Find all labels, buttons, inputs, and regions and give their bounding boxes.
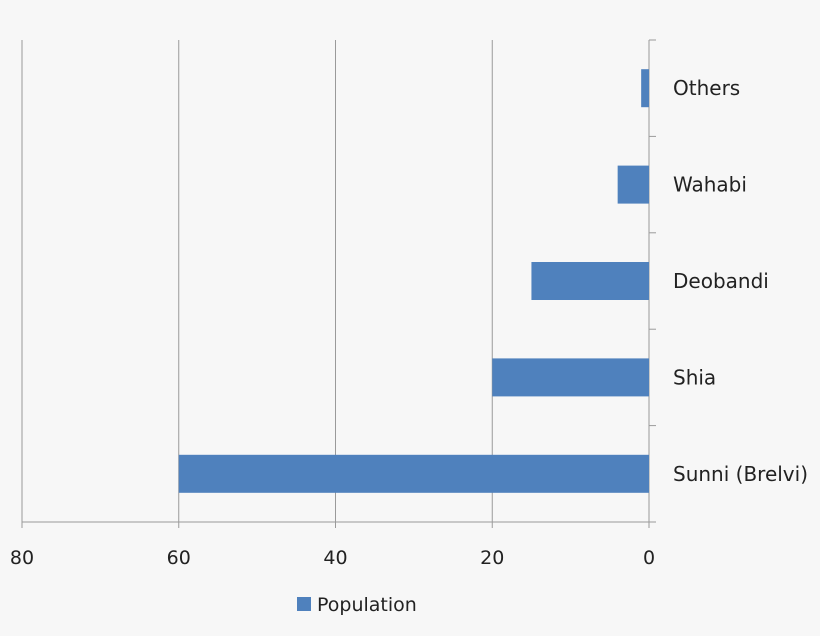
category-label: Deobandi [673,269,769,293]
x-tick-label: 20 [480,547,504,569]
category-label: Shia [673,365,716,389]
bar-sunni-brelvi- [178,454,649,493]
legend-swatch [297,597,311,611]
x-tick-label: 80 [10,547,34,569]
bar-others [641,69,649,108]
x-tick-label: 60 [167,547,191,569]
category-label: Others [673,76,740,100]
x-tick-label: 40 [323,547,347,569]
bar-wahabi [617,165,649,204]
bar-deobandi [531,262,649,300]
category-label: Wahabi [673,173,747,197]
x-tick-label: 0 [643,547,655,569]
legend-label: Population [317,594,417,616]
bar-shia [492,358,649,397]
category-label: Sunni (Brelvi) [673,462,808,486]
